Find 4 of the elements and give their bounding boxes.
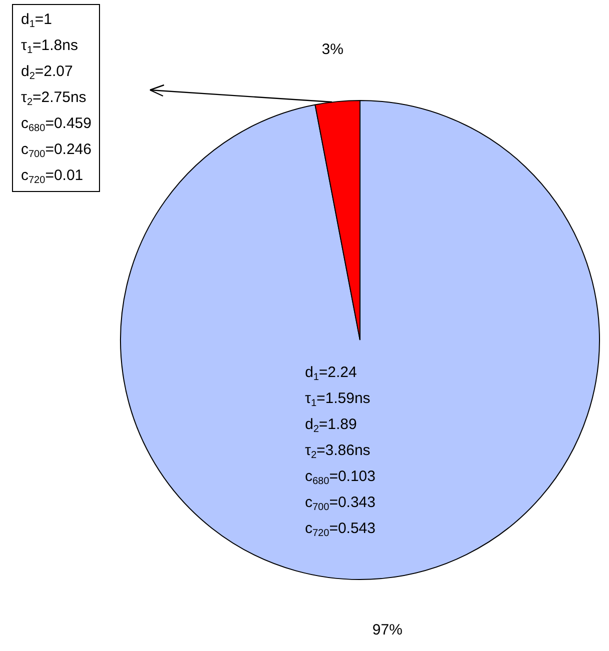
text: d$_{1}$=2.24 τ$_{1}$=1.59ns d$_{2}$=1.89 τ$_{2}$=3.86ns c$_{680}$=0.103 c$_{700}$=0.343 c$_{720}$=0.543	[305, 364, 376, 539]
text: d$_{1}$=1 τ$_{1}$=1.8ns d$_{2}$=2.07 τ$_{2}$=2.75ns c$_{680}$=0.459 c$_{700}$=0.246 c$_{720}$=0.01	[21, 11, 92, 186]
data-label: 3%	[322, 40, 344, 58]
data-label: 97%	[372, 621, 402, 638]
